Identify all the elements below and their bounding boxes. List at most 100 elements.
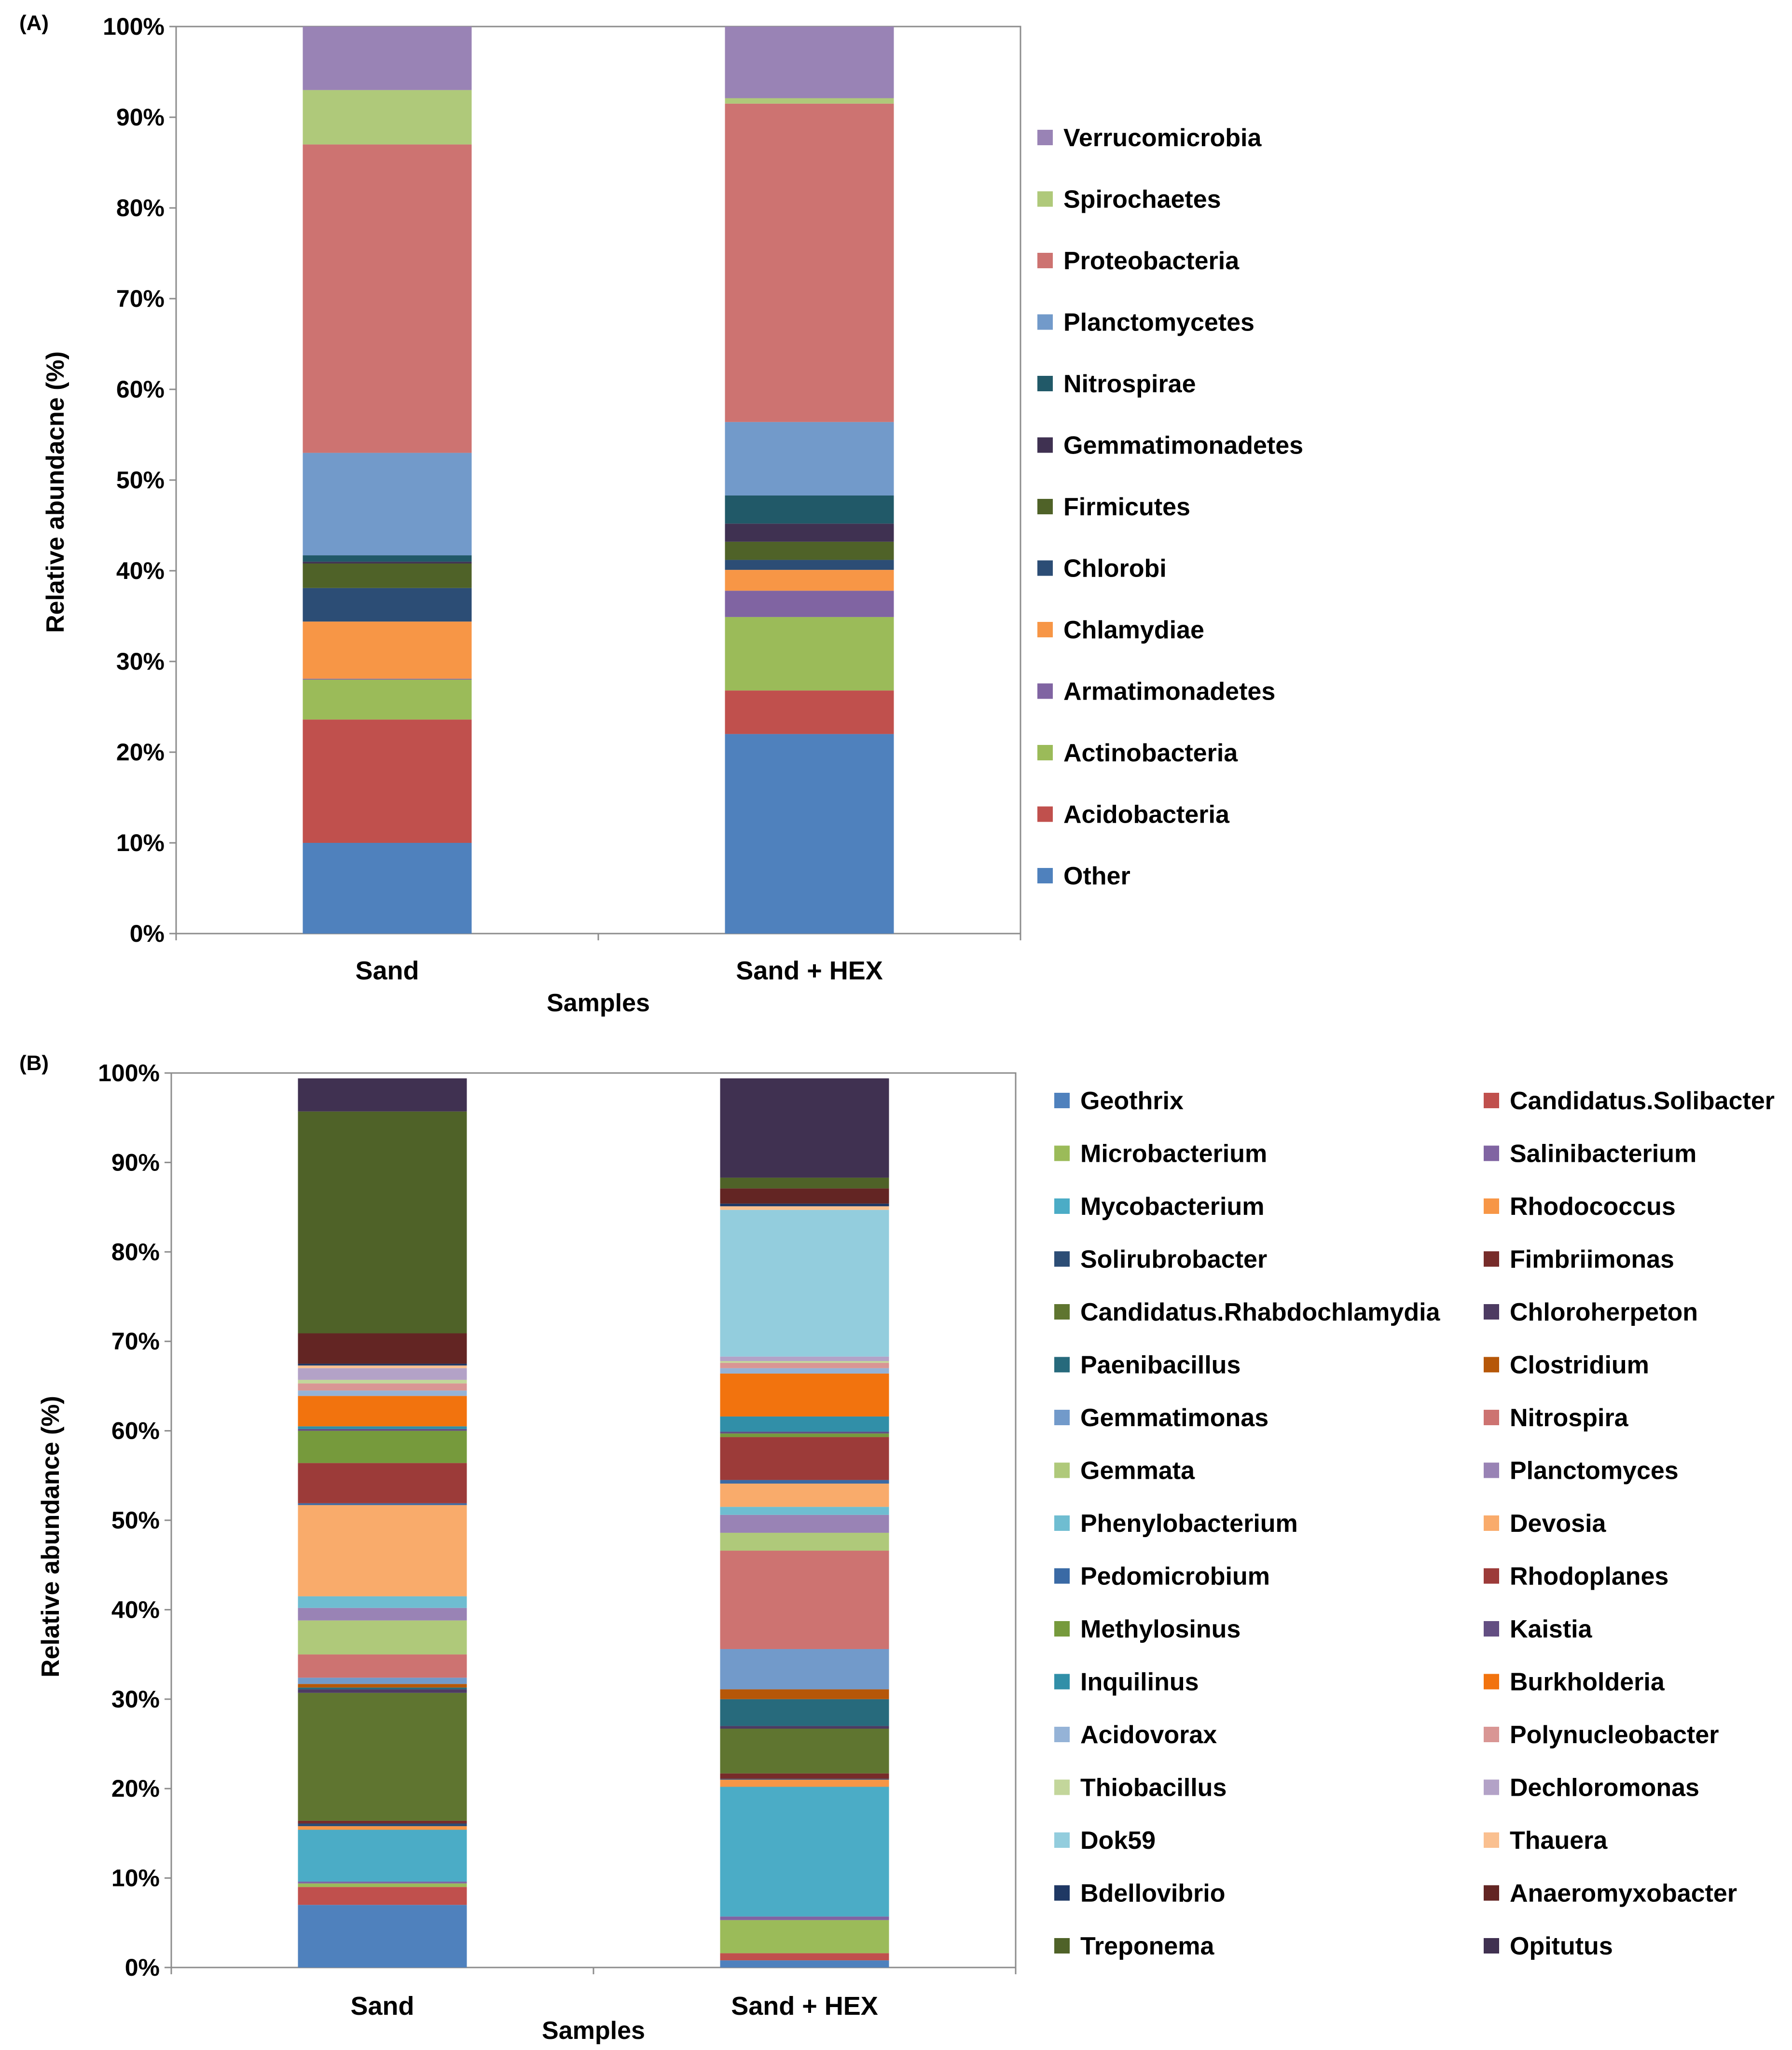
panel-b-y-tick-label: 40% (111, 1596, 160, 1623)
panel-b-bar-sand-chloroherpeton (298, 1689, 467, 1693)
panel-a-legend-label: Other (1063, 862, 1130, 890)
panel-a-bar-sand-chlorobi (303, 588, 472, 622)
panel-b-legend-item-dechloromonas: Dechloromonas (1484, 1774, 1699, 1802)
panel-a-legend-label: Actinobacteria (1063, 739, 1238, 767)
panel-b-x-axis-title: Samples (542, 2017, 645, 2045)
panel-b-label: (B) (19, 1051, 49, 1075)
panel-b-legend-swatch (1054, 1093, 1070, 1108)
panel-b-legend-label: Kaistia (1510, 1615, 1593, 1643)
panel-b-legend-label: Salinibacterium (1510, 1140, 1696, 1168)
panel-b-legend-swatch (1484, 1410, 1499, 1425)
panel-b-legend-item-burkholderia: Burkholderia (1484, 1668, 1665, 1696)
panel-b-bar-sand-hex-devosia (720, 1483, 889, 1507)
panel-a-bar-sand-spirochaetes (303, 90, 472, 145)
panel-b-y-tick-label: 70% (111, 1328, 160, 1355)
panel-b-legend-item-rhodococcus: Rhodococcus (1484, 1193, 1676, 1221)
panel-a-bar-sand-hex-other (725, 734, 894, 934)
panel-b-bar-sand-hex-gemmatimonas (720, 1649, 889, 1690)
panel-b-bar-sand-polynucleobacter (298, 1383, 467, 1391)
panel-a-legend-item-firmicutes: Firmicutes (1037, 493, 1190, 521)
panel-b-legend-item-nitrospira: Nitrospira (1484, 1404, 1629, 1432)
panel-b-legend-item-gemmata: Gemmata (1054, 1457, 1195, 1485)
panel-a-legend-item-nitrospirae: Nitrospirae (1037, 370, 1196, 398)
panel-b-bar-sand-hex-nitrospira (720, 1551, 889, 1649)
panel-a-legend-swatch (1037, 806, 1053, 822)
panel-a-y-tick-label: 70% (116, 285, 165, 312)
panel-b-bar-sand-hex-inquilinus (720, 1416, 889, 1432)
panel-b: (B) Relative abundance (%) Samples 0% 10%… (19, 1051, 1775, 2045)
panel-b-bar-sand-hex-salinibacterium (720, 1916, 889, 1920)
panel-a-legend: Verrucomicrobia Spirochaetes Proteobacteri… (1037, 124, 1303, 890)
panel-a-legend-label: Chlamydiae (1063, 616, 1204, 644)
panel-a-y-tick-label: 60% (116, 376, 165, 403)
panel-a-bar-sand-firmicutes (303, 563, 472, 588)
panel-b-bar-sand-hex-fimbriimonas (720, 1773, 889, 1779)
panel-b-legend-label: Dok59 (1080, 1827, 1156, 1855)
panel-b-bar-sand-hex-thauera (720, 1206, 889, 1210)
panel-a-bar-sand-hex-armatimonadetes (725, 591, 894, 617)
panel-b-y-tick-label: 10% (111, 1865, 160, 1892)
panel-a-bar-sand-actinobacteria (303, 679, 472, 720)
panel-a-y-tick-label: 50% (116, 467, 165, 494)
panel-b-legend-label: Mycobacterium (1080, 1193, 1264, 1221)
panel-b-legend-label: Chloroherpeton (1510, 1298, 1698, 1326)
panel-b-legend-swatch (1054, 1251, 1070, 1267)
panel-b-legend-label: Candidatus.Rhabdochlamydia (1080, 1298, 1441, 1326)
panel-a-bar-sand-armatimonadetes (303, 678, 472, 680)
panel-a-y-tick-label: 20% (116, 739, 165, 766)
panel-b-bar-sand-hex-burkholderia (720, 1373, 889, 1417)
panel-b-legend-swatch (1484, 1093, 1499, 1108)
panel-b-bar-sand-hex-gemmata (720, 1532, 889, 1551)
panel-b-bar-sand-hex-candidatus-rhabdochlamydia (720, 1728, 889, 1774)
panel-b-legend-item-fimbriimonas: Fimbriimonas (1484, 1246, 1674, 1274)
panel-a-legend-label: Verrucomicrobia (1063, 124, 1262, 152)
panel-b-legend-item-thiobacillus: Thiobacillus (1054, 1774, 1227, 1802)
panel-b-y-tick-label: 60% (111, 1417, 160, 1445)
panel-b-legend-swatch (1484, 1198, 1499, 1214)
panel-b-legend-item-chloroherpeton: Chloroherpeton (1484, 1298, 1698, 1326)
panel-b-legend-swatch (1484, 1885, 1499, 1901)
panel-b-legend-item-thauera: Thauera (1484, 1827, 1608, 1855)
panel-a-legend-item-armatimonadetes: Armatimonadetes (1037, 678, 1275, 706)
panel-b-y-tick-label: 0% (125, 1954, 160, 1981)
panel-b-bar-sand-dechloromonas (298, 1368, 467, 1380)
panel-a-bar-sand-gemmatimonadetes (303, 562, 472, 564)
panel-a-bar-sand-nitrospirae (303, 555, 472, 562)
panel-b-bar-sand-gemmata (298, 1620, 467, 1655)
panel-a-y-tick-label: 30% (116, 648, 165, 675)
panel-b-bar-sand-hex-mycobacterium (720, 1787, 889, 1917)
panel-b-legend-label: Opitutus (1510, 1932, 1613, 1960)
panel-b-legend-swatch (1054, 1727, 1070, 1742)
panel-b-bar-sand-inquilinus (298, 1426, 467, 1429)
panel-a-legend-swatch (1037, 191, 1053, 207)
panel-b-legend-item-candidatus-solibacter: Candidatus.Solibacter (1484, 1087, 1775, 1115)
panel-b-legend-swatch (1484, 1779, 1499, 1795)
panel-b-legend-label: Rhodococcus (1510, 1193, 1676, 1221)
panel-a-bar-sand-hex-gemmatimonadetes (725, 523, 894, 542)
panel-a-bar-sand-hex-chlamydiae (725, 570, 894, 591)
panel-b-bar-sand-rhodoplanes (298, 1463, 467, 1503)
panel-b-bar-sand-thiobacillus (298, 1379, 467, 1384)
panel-b-legend-item-candidatus-rhabdochlamydia: Candidatus.Rhabdochlamydia (1054, 1298, 1441, 1326)
panel-b-legend-item-solirubrobacter: Solirubrobacter (1054, 1246, 1267, 1274)
panel-b-bar-sand-treponema (298, 1111, 467, 1334)
panel-b-bar-sand-hex-bdellovibrio (720, 1203, 889, 1207)
panel-a-legend-label: Spirochaetes (1063, 186, 1221, 214)
panel-b-legend-label: Acidovorax (1080, 1721, 1217, 1749)
panel-a-legend-item-other: Other (1037, 862, 1130, 890)
panel-a-bar-sand-acidobacteria (303, 719, 472, 843)
panel-a-category-label-sand: Sand (355, 956, 419, 985)
panel-b-legend-label: Planctomyces (1510, 1457, 1679, 1485)
panel-b-bar-sand-hex-dok59 (720, 1210, 889, 1357)
panel-b-bar-sand-nitrospira (298, 1654, 467, 1678)
panel-b-legend-label: Phenylobacterium (1080, 1510, 1298, 1538)
panel-b-legend-item-treponema: Treponema (1054, 1932, 1214, 1960)
panel-b-bar-sand-gemmatimonas (298, 1678, 467, 1684)
panel-a-legend-swatch (1037, 745, 1053, 760)
panel-b-legend-label: Thiobacillus (1080, 1774, 1227, 1802)
panel-b-legend-swatch (1484, 1304, 1499, 1320)
panel-a-bar-sand-planctomycetes (303, 453, 472, 556)
panel-b-legend-label: Microbacterium (1080, 1140, 1267, 1168)
panel-b-bar-sand-fimbriimonas (298, 1820, 467, 1824)
panel-b-legend-swatch (1054, 1198, 1070, 1214)
